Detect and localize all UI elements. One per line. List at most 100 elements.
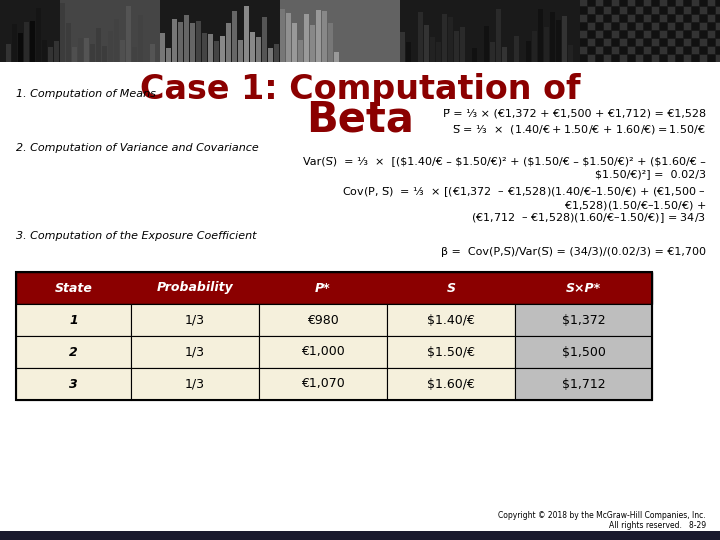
Bar [268, 48, 273, 62]
Text: 1/3: 1/3 [185, 314, 205, 327]
Bar [676, 15, 683, 22]
Bar [652, 23, 659, 30]
Bar [708, 23, 715, 30]
Bar [652, 39, 659, 46]
Bar [612, 47, 619, 54]
Text: β =  Cov(P,S̅)/Var(S̅) = (34/3)/(0.02/3) = €1,700: β = Cov(P,S̅)/Var(S̅) = (34/3)/(0.02/3) … [441, 247, 706, 257]
Bar [466, 13, 471, 62]
Bar [144, 12, 149, 62]
Bar [716, 0, 720, 6]
Bar [54, 41, 59, 62]
Bar [36, 8, 41, 62]
Bar [238, 40, 243, 62]
Bar [412, 20, 417, 62]
Bar [515, 368, 652, 400]
Text: $1.40/€: $1.40/€ [427, 314, 475, 327]
Bar [84, 38, 89, 62]
Bar [72, 47, 77, 62]
Bar [298, 40, 303, 62]
Bar [418, 12, 423, 62]
Bar [244, 6, 249, 62]
Bar [644, 0, 651, 6]
Bar [60, 3, 65, 62]
Bar [652, 7, 659, 14]
Bar [400, 32, 405, 62]
Bar [250, 32, 255, 62]
Bar [716, 23, 720, 30]
Bar [700, 55, 707, 62]
Bar [150, 44, 155, 62]
Bar [620, 31, 627, 38]
Bar [708, 7, 715, 14]
Bar [588, 7, 595, 14]
Bar [304, 14, 309, 62]
Bar [652, 0, 659, 6]
Bar [620, 47, 627, 54]
Text: 3: 3 [69, 377, 78, 390]
Bar [700, 7, 707, 14]
Bar [596, 7, 603, 14]
Bar [126, 6, 131, 62]
Bar [612, 15, 619, 22]
Bar [612, 23, 619, 30]
Bar [6, 44, 11, 62]
Bar [628, 0, 635, 6]
Bar [18, 33, 23, 62]
Bar [668, 55, 675, 62]
Bar [700, 47, 707, 54]
Text: 1/3: 1/3 [185, 346, 205, 359]
Bar [620, 0, 627, 6]
Bar [196, 21, 201, 62]
Bar [604, 7, 611, 14]
Text: Probability: Probability [157, 281, 233, 294]
Bar [684, 47, 691, 54]
Bar [214, 41, 219, 62]
Bar [580, 39, 587, 46]
Bar [708, 55, 715, 62]
Bar [316, 10, 321, 62]
Bar [636, 47, 643, 54]
Bar [588, 55, 595, 62]
Bar [472, 48, 477, 62]
Bar [668, 47, 675, 54]
Bar [684, 0, 691, 6]
Bar [716, 15, 720, 22]
Bar [644, 7, 651, 14]
Bar [42, 40, 47, 62]
Bar [484, 26, 489, 62]
Bar [716, 31, 720, 38]
Bar [102, 46, 107, 62]
Bar [620, 39, 627, 46]
Bar [700, 23, 707, 30]
Bar [60, 0, 160, 62]
Bar [588, 23, 595, 30]
Bar [108, 31, 113, 62]
Bar [644, 23, 651, 30]
Bar [256, 37, 261, 62]
Bar [692, 31, 699, 38]
Bar [676, 23, 683, 30]
Bar [0, 0, 720, 62]
Bar [692, 47, 699, 54]
Bar [668, 39, 675, 46]
Bar [131, 368, 259, 400]
Bar [580, 31, 587, 38]
Bar [544, 27, 549, 62]
Bar [526, 41, 531, 62]
Bar [716, 7, 720, 14]
Bar [502, 47, 507, 62]
Bar [387, 368, 515, 400]
Bar [588, 39, 595, 46]
Bar [16, 368, 131, 400]
Bar [442, 14, 447, 62]
Text: €980: €980 [307, 314, 339, 327]
Bar [636, 0, 643, 6]
Bar [588, 47, 595, 54]
Bar [114, 19, 119, 62]
Bar [259, 368, 387, 400]
Bar [208, 34, 213, 62]
Bar [12, 24, 17, 62]
Bar [660, 0, 667, 6]
Bar [668, 23, 675, 30]
Bar [184, 15, 189, 62]
